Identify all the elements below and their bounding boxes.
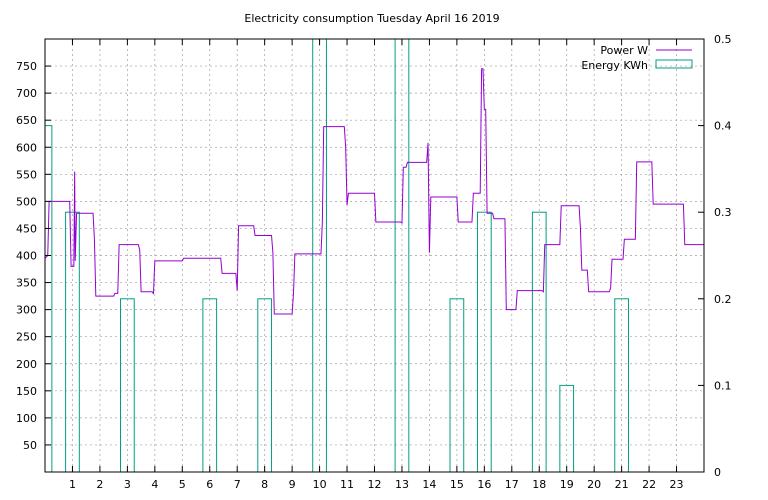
y-tick-label: 550 <box>16 168 37 181</box>
y2-tick-label: 0.5 <box>714 33 732 46</box>
y-tick-label: 700 <box>16 87 37 100</box>
x-tick-label: 6 <box>206 478 213 491</box>
y-tick-label: 150 <box>16 385 37 398</box>
grid <box>45 39 704 472</box>
legend: Power W Energy KWh <box>581 44 693 72</box>
y2-tick-label: 0.4 <box>714 120 732 133</box>
x-tick-label: 23 <box>670 478 684 491</box>
legend-label-energy: Energy KWh <box>581 59 648 72</box>
x-tick-label: 22 <box>642 478 656 491</box>
y-tick-label: 600 <box>16 141 37 154</box>
x-tick-label: 11 <box>340 478 354 491</box>
y2-tick-label: 0.2 <box>714 293 732 306</box>
chart-title: Electricity consumption Tuesday April 16… <box>244 12 499 25</box>
y-tick-label: 250 <box>16 331 37 344</box>
power-line-group <box>44 68 704 315</box>
y-tick-label: 500 <box>16 195 37 208</box>
x-tick-label: 15 <box>450 478 464 491</box>
x-tick-label: 4 <box>151 478 158 491</box>
y-tick-label: 750 <box>16 60 37 73</box>
power-line <box>44 68 704 315</box>
x-tick-label: 8 <box>261 478 268 491</box>
x-tick-label: 3 <box>124 478 131 491</box>
x-tick-label: 5 <box>179 478 186 491</box>
x-tick-label: 21 <box>615 478 629 491</box>
plot-border <box>44 38 705 473</box>
energy-bar <box>44 125 53 473</box>
y-tick-label: 650 <box>16 114 37 127</box>
x-tick-label: 9 <box>289 478 296 491</box>
x-tick-label: 14 <box>422 478 436 491</box>
x-tick-label: 20 <box>587 478 601 491</box>
x-tick-label: 16 <box>477 478 491 491</box>
axes: 1 2 3 4 5 6 7 8 9 10 11 12 13 14 15 16 17 18 19 20 21 22 23501… <box>16 33 732 491</box>
x-tick-label: 7 <box>234 478 241 491</box>
x-tick-label: 12 <box>368 478 382 491</box>
y-tick-label: 100 <box>16 412 37 425</box>
y2-tick-label: 0.3 <box>714 206 732 219</box>
x-tick-label: 13 <box>395 478 409 491</box>
y-tick-label: 200 <box>16 358 37 371</box>
x-tick-label: 19 <box>560 478 574 491</box>
y-tick-label: 50 <box>23 439 37 452</box>
y2-tick-label: 0.1 <box>714 379 732 392</box>
energy-bar <box>476 211 492 473</box>
x-tick-label: 10 <box>313 478 327 491</box>
energy-bar <box>65 211 80 473</box>
x-tick-label: 2 <box>96 478 103 491</box>
legend-label-power: Power W <box>600 44 648 57</box>
y-tick-label: 400 <box>16 250 37 263</box>
x-tick-label: 18 <box>532 478 546 491</box>
x-tick-label: 17 <box>505 478 519 491</box>
x-tick-label: 1 <box>69 478 76 491</box>
legend-box-energy <box>655 59 693 69</box>
y-tick-label: 450 <box>16 222 37 235</box>
y2-tick-label: 0 <box>714 466 721 479</box>
y-tick-label: 300 <box>16 304 37 317</box>
y-tick-label: 350 <box>16 277 37 290</box>
